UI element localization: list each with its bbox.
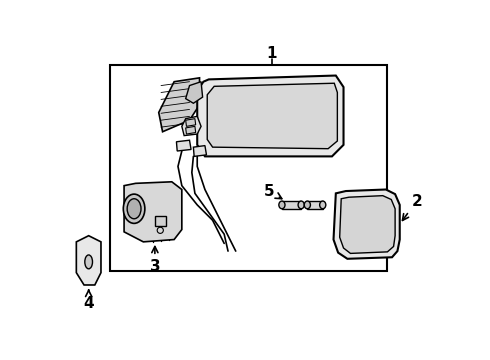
Bar (282, 201, 301, 209)
Polygon shape (186, 126, 196, 134)
Text: 2: 2 (402, 194, 422, 220)
Polygon shape (340, 195, 395, 253)
Text: 1: 1 (267, 46, 277, 61)
Polygon shape (197, 76, 343, 156)
Ellipse shape (127, 199, 141, 219)
Polygon shape (176, 140, 191, 151)
Ellipse shape (319, 201, 326, 209)
Polygon shape (207, 83, 337, 149)
Polygon shape (186, 82, 203, 103)
Bar (110, 65, 388, 271)
Ellipse shape (298, 201, 304, 209)
Polygon shape (159, 78, 199, 132)
Bar (155, 216, 167, 226)
Polygon shape (186, 119, 196, 126)
Text: 3: 3 (149, 247, 160, 274)
Polygon shape (182, 116, 201, 136)
Ellipse shape (304, 201, 311, 209)
Polygon shape (76, 236, 101, 285)
Ellipse shape (279, 201, 285, 209)
Polygon shape (124, 182, 182, 242)
Bar (307, 201, 323, 209)
Ellipse shape (85, 255, 93, 269)
Polygon shape (334, 189, 400, 259)
Ellipse shape (123, 194, 145, 223)
Text: 5: 5 (264, 184, 282, 199)
Polygon shape (194, 145, 206, 156)
Text: 4: 4 (83, 290, 94, 311)
